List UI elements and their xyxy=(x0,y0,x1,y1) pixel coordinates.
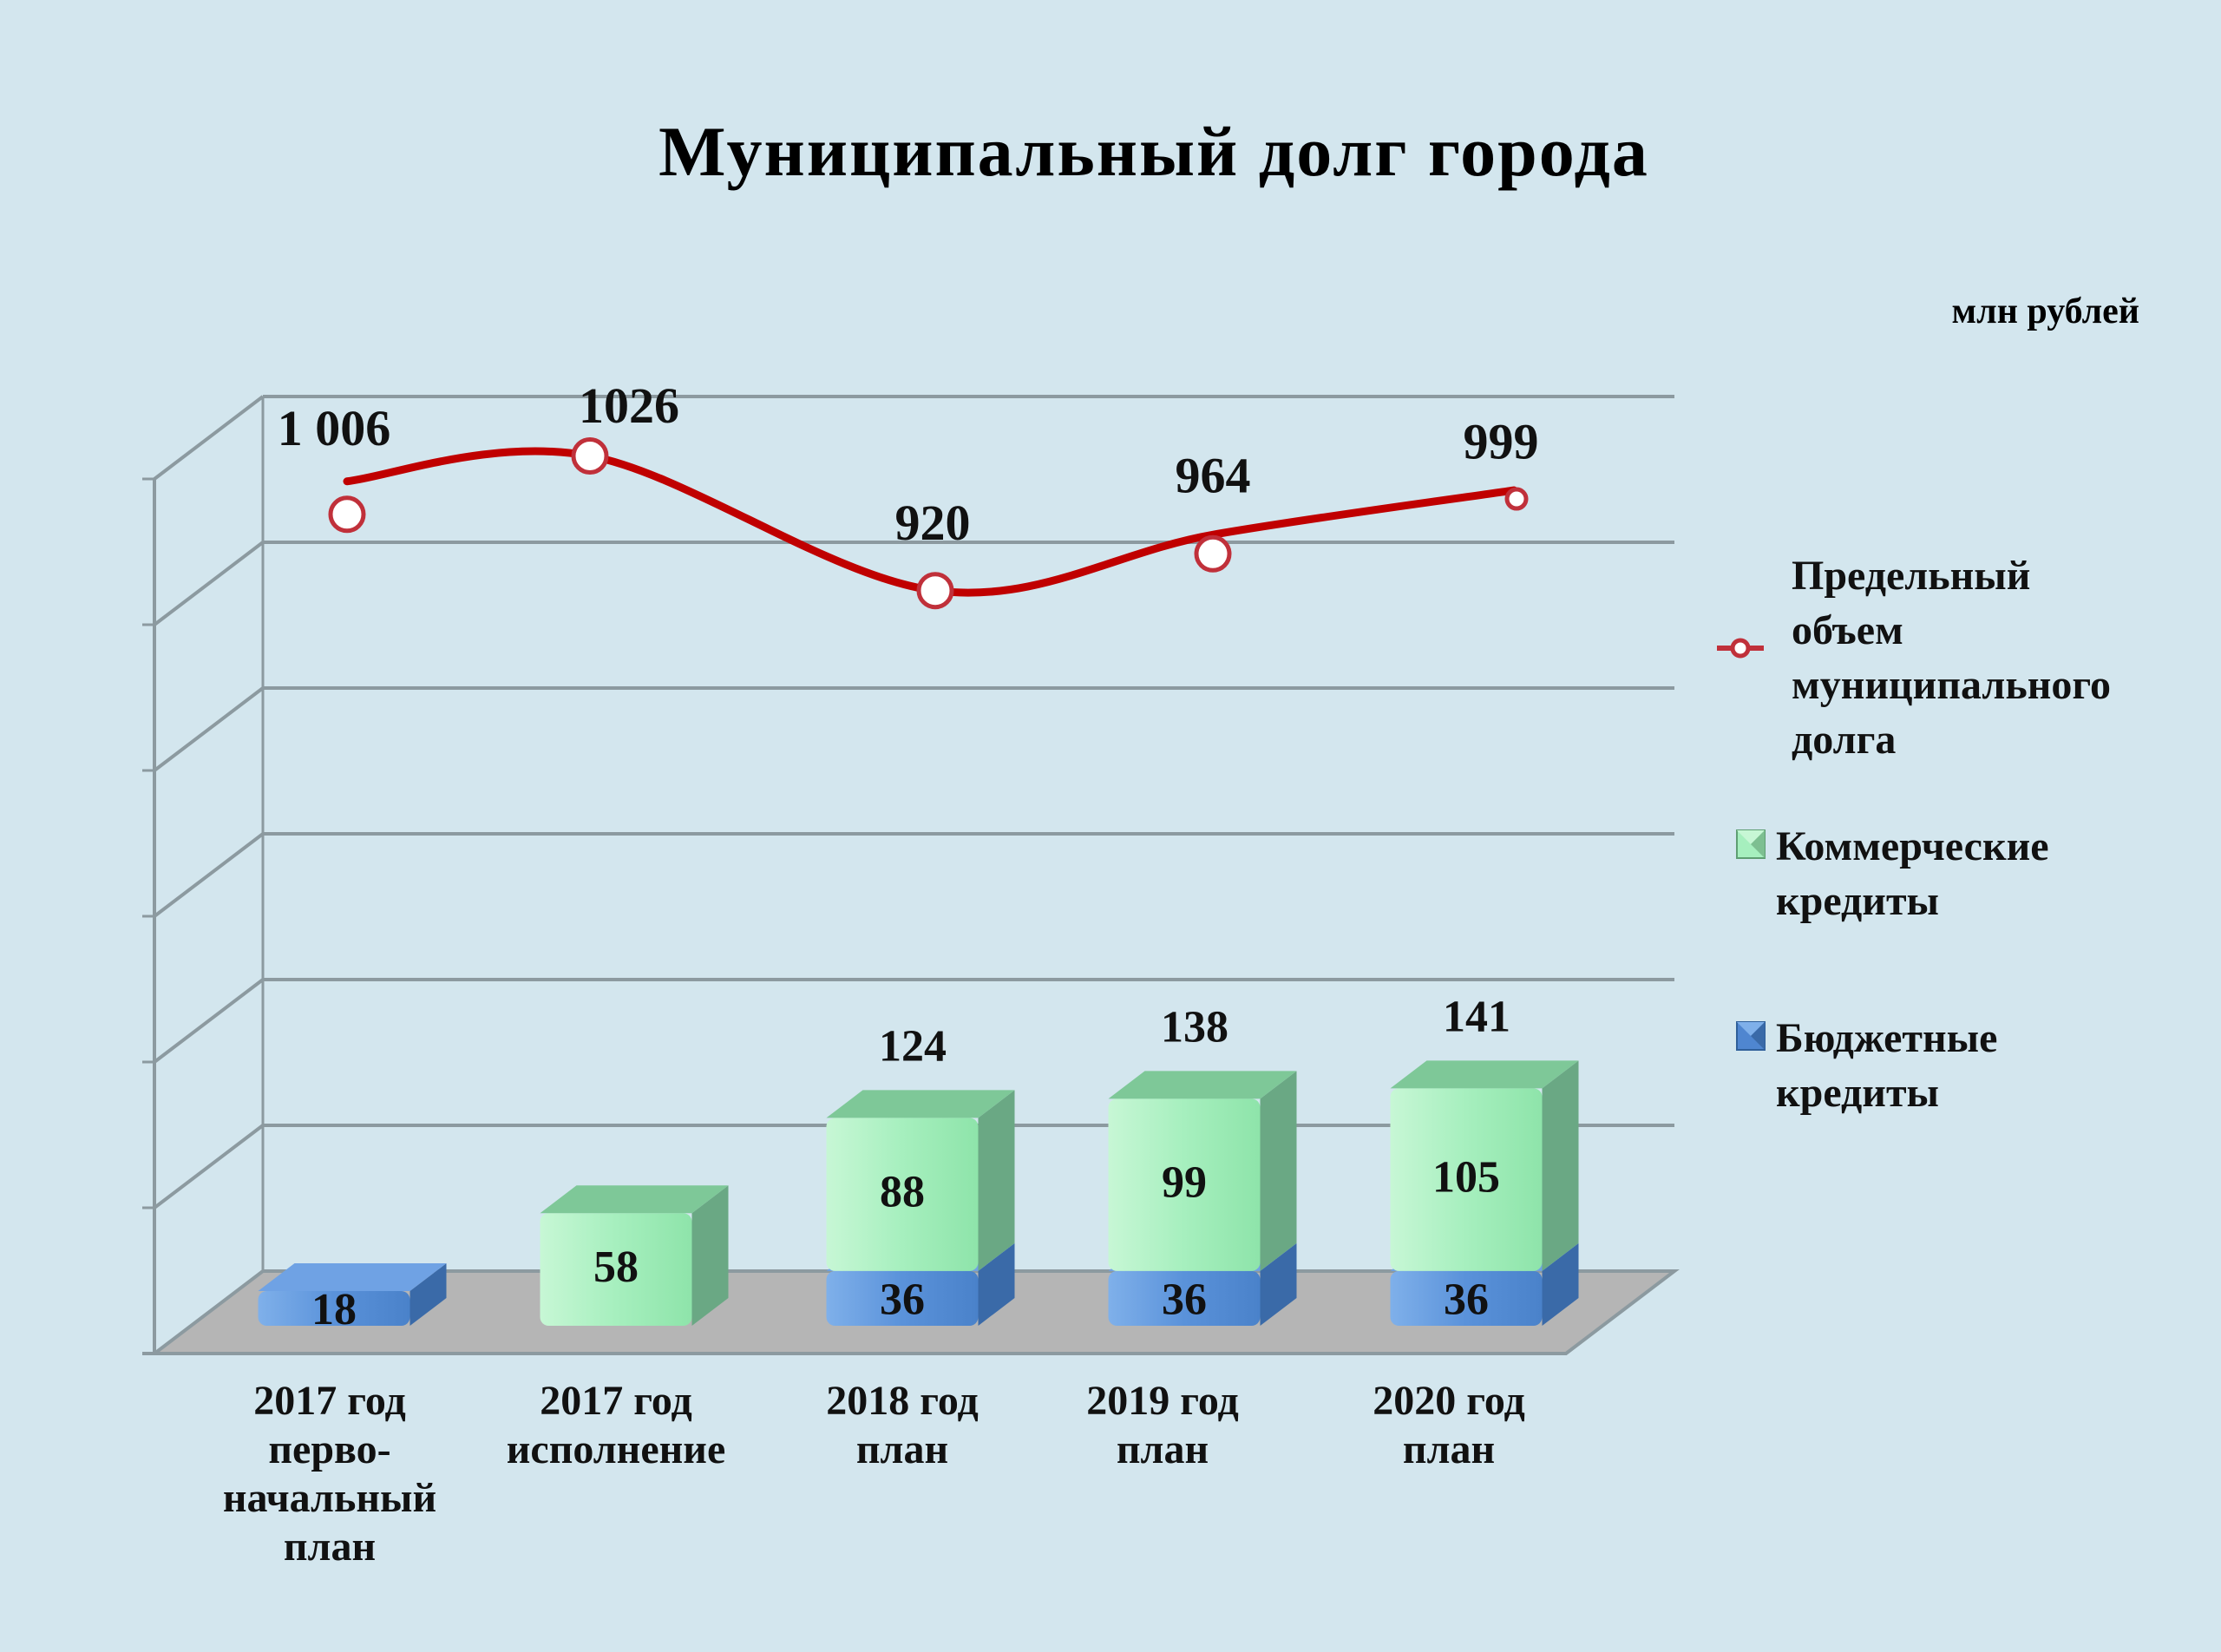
data-label-limit: 964 xyxy=(1176,448,1251,504)
legend-line: Предельный xyxy=(1792,553,2031,599)
bar-commercial-side xyxy=(978,1090,1015,1271)
data-label-total: 141 xyxy=(1443,992,1510,1041)
chart-data-labels: 18 58 36 88 124 36 99 138 36 105 141 xyxy=(311,992,1510,1334)
data-label-commercial: 99 xyxy=(1162,1158,1207,1208)
gridline-side xyxy=(153,832,265,918)
bar-budget-side xyxy=(1260,1242,1297,1326)
legend-line: кредиты xyxy=(1776,878,1940,924)
data-label-limit: 920 xyxy=(895,495,971,551)
x-tick-label: 2018 год план xyxy=(759,1377,1045,1474)
bar-budget-top xyxy=(258,1263,447,1291)
legend-line: долга xyxy=(1792,717,1897,763)
data-label-commercial: 88 xyxy=(880,1168,925,1217)
bar-commercial-side xyxy=(1542,1060,1579,1271)
bar-commercial-top xyxy=(540,1185,729,1214)
bar-commercial-front xyxy=(540,1213,692,1326)
bar-commercial xyxy=(1390,1060,1579,1271)
limit-marker xyxy=(571,437,609,475)
data-label-budget: 36 xyxy=(1162,1275,1207,1324)
bar-budget-side xyxy=(409,1263,447,1326)
budget-swatch-icon xyxy=(1736,1021,1766,1051)
x-tick-label-line: 2018 год xyxy=(826,1378,979,1424)
chart-title: Муниципальный долг города xyxy=(658,112,1649,191)
bar-budget-front xyxy=(258,1291,410,1326)
x-tick-label-line: 2017 год xyxy=(253,1378,406,1424)
bar-commercial xyxy=(540,1185,729,1326)
x-tick-label: 2017 год исполнение xyxy=(473,1377,759,1474)
bar-budget xyxy=(258,1263,447,1326)
data-label-total: 124 xyxy=(879,1021,947,1071)
x-tick-label-line: план xyxy=(855,1426,949,1472)
chart-limit-line: 1 006 1026 920 964 999 xyxy=(278,377,1539,610)
x-tick-label-line: план xyxy=(1116,1426,1209,1472)
bar-commercial-top xyxy=(1390,1060,1579,1089)
bar-budget-side xyxy=(1542,1242,1579,1326)
limit-marker xyxy=(1504,487,1529,511)
data-label-budget: 36 xyxy=(1444,1275,1489,1324)
legend-line: Бюджетные xyxy=(1776,1015,1998,1061)
bar-commercial-front xyxy=(826,1118,979,1271)
bar-commercial xyxy=(826,1090,1015,1271)
data-label-commercial: 58 xyxy=(593,1242,639,1292)
bar-budget-side xyxy=(978,1242,1015,1326)
x-tick-label-line: перво- xyxy=(268,1426,391,1472)
gridline-side xyxy=(153,541,265,626)
bar-commercial-front xyxy=(1390,1088,1543,1271)
gridline-side xyxy=(153,978,265,1064)
legend-line: Коммерческие xyxy=(1776,823,2049,869)
bar-commercial-top xyxy=(826,1090,1015,1118)
bar-budget-front xyxy=(1108,1270,1261,1326)
data-label-limit: 1 006 xyxy=(278,400,391,456)
x-tick-label-line: исполнение xyxy=(506,1426,726,1472)
x-tick-label-line: 2019 год xyxy=(1086,1378,1239,1424)
x-tick-label-line: план xyxy=(1402,1426,1496,1472)
data-label-limit: 999 xyxy=(1464,413,1539,469)
bar-commercial-side xyxy=(1260,1071,1297,1271)
x-tick-label-line: начальный xyxy=(222,1475,437,1521)
data-label-limit: 1026 xyxy=(579,377,679,434)
data-label-total: 138 xyxy=(1161,1002,1228,1052)
limit-marker xyxy=(1194,534,1232,573)
gridline-side xyxy=(153,395,265,481)
unit-label: млн рублей xyxy=(1951,292,2139,331)
x-tick-label-line: 2017 год xyxy=(540,1378,692,1424)
bar-commercial-side xyxy=(691,1185,729,1326)
bar-budget-front xyxy=(826,1270,979,1326)
line-marker-icon xyxy=(1717,638,1764,659)
bar-commercial xyxy=(1108,1071,1297,1271)
data-label-budget: 18 xyxy=(311,1285,357,1334)
bar-budget-front xyxy=(1390,1270,1543,1326)
legend-line: кредиты xyxy=(1776,1070,1940,1116)
limit-marker xyxy=(328,495,366,534)
x-tick-label: 2017 год перво-начальный план xyxy=(187,1377,473,1571)
gridline-side xyxy=(153,1124,265,1210)
limit-marker xyxy=(916,572,954,610)
bar-commercial-front xyxy=(1108,1098,1261,1271)
legend-line: объем xyxy=(1792,607,1903,653)
legend-label-limit: Предельный объем муниципального долга xyxy=(1792,548,2111,767)
x-tick-label-line: план xyxy=(283,1524,377,1570)
legend-label-budget: Бюджетные кредиты xyxy=(1776,1011,1997,1120)
legend-label-commercial: Коммерческие кредиты xyxy=(1776,819,2049,928)
commercial-swatch-icon xyxy=(1736,829,1766,859)
data-label-budget: 36 xyxy=(880,1275,925,1324)
chart-bars xyxy=(258,1060,1579,1326)
x-tick-label: 2020 год план xyxy=(1306,1377,1592,1474)
x-tick-label-line: 2020 год xyxy=(1373,1378,1525,1424)
legend-line: муниципального xyxy=(1792,662,2111,708)
bar-commercial-top xyxy=(1108,1071,1297,1099)
gridline-side xyxy=(153,686,265,772)
data-label-commercial: 105 xyxy=(1432,1153,1500,1203)
x-tick-label: 2019 год план xyxy=(1019,1377,1306,1474)
